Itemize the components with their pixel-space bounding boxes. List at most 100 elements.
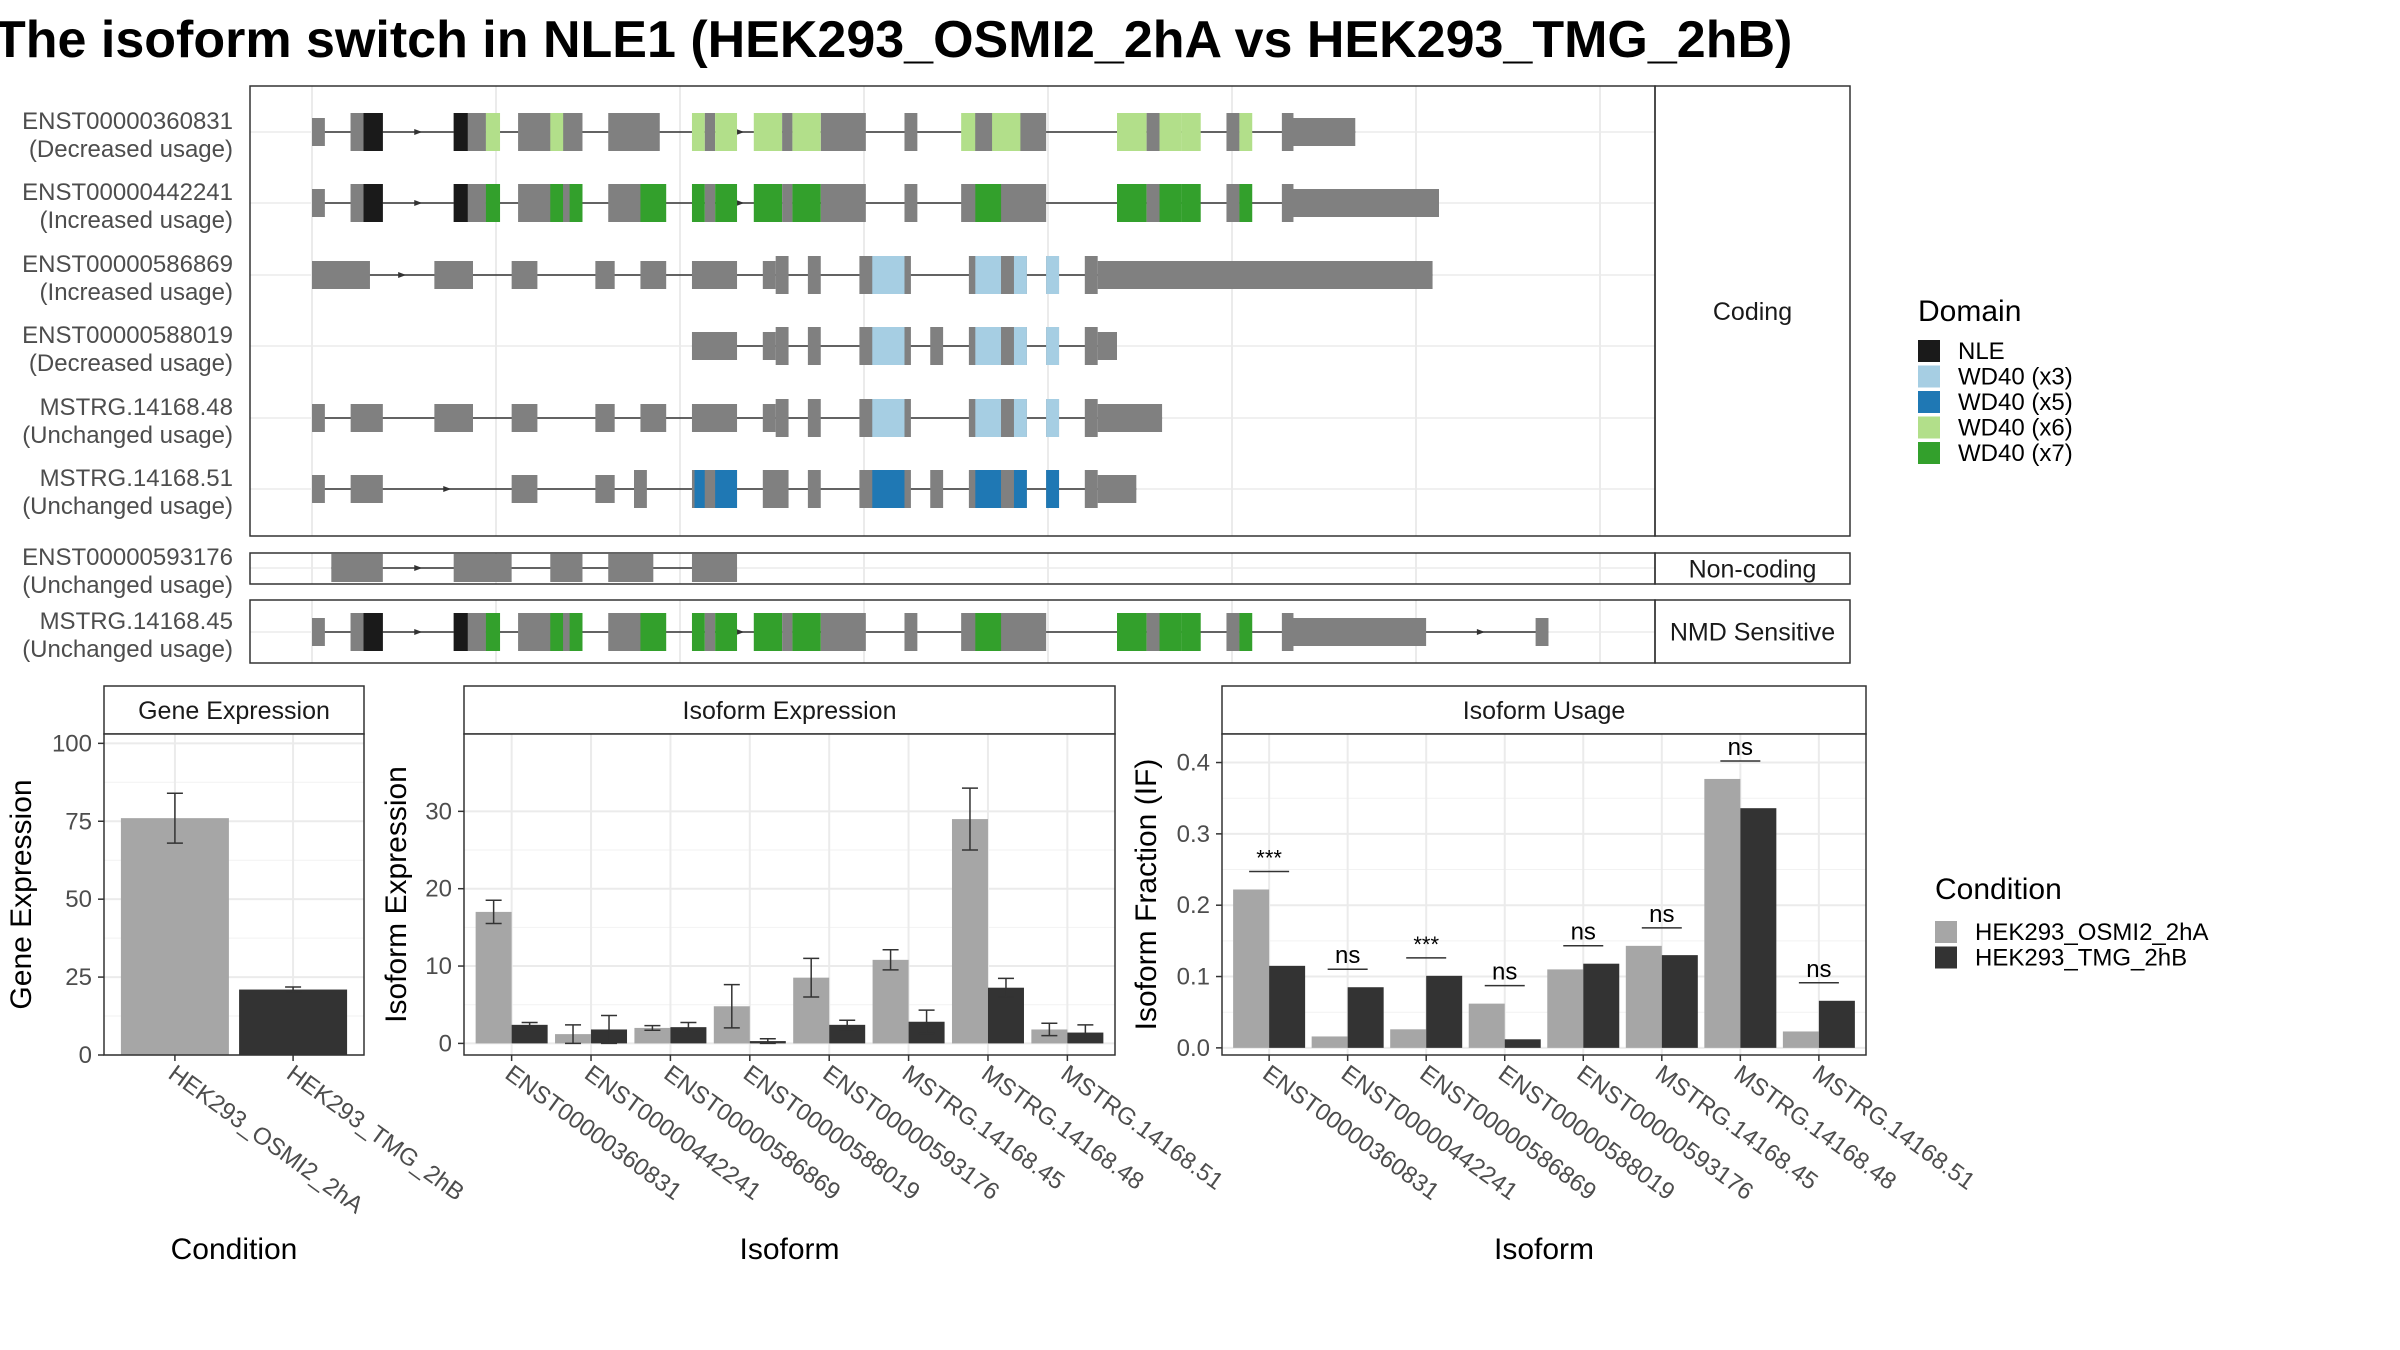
domain-segment [1046,399,1060,437]
error-bar [759,1038,776,1045]
exon-block [820,613,866,651]
bar-enst00000588019-hek293-osmi2-2ha [1468,1003,1505,1048]
exon-block [762,404,776,432]
domain-segment [1046,327,1060,365]
domain-segment [792,613,821,651]
error-bar [680,1021,697,1033]
exon-block [775,256,789,294]
bar-enst00000586869-hek293-tmg-2hb [1426,975,1463,1048]
x-tick-label: HEK293_OSMI2_2hA [163,1060,368,1219]
intron-arrow [414,129,423,135]
significance-label: *** [1413,932,1439,957]
domain-segment [467,184,486,222]
x-axis-title: Isoform [1494,1233,1594,1266]
domain-segment [485,184,501,222]
exon-block [350,404,383,432]
domain-segment [563,613,570,651]
domain-segment [1013,470,1027,508]
exon-block [820,184,866,222]
panel-title-strip [1221,685,1867,735]
domain-segment [550,113,564,151]
intron-arrow [414,565,423,571]
exon-block [511,404,538,432]
category-strip-label: Non-coding [1689,556,1817,584]
error-bar [1041,1022,1058,1037]
exon-block [1097,332,1117,360]
domain-segment [782,184,793,222]
domain-segment [975,613,1002,651]
domain-segment [569,613,583,651]
exon-block [595,261,615,289]
domain-segment [453,613,468,651]
domain-segment [640,184,667,222]
domain-segment [363,113,383,151]
domain-legend-label-wd40-x6: WD40 (x6) [1958,415,2073,442]
exon-block [691,261,738,289]
exon-block [595,404,615,432]
bar-enst00000360831-hek293-osmi2-2ha [1233,889,1270,1048]
domain-segment [350,184,364,222]
y-tick-label: 0 [439,1030,452,1057]
domain-segment [704,113,716,151]
domain-segment [1239,113,1253,151]
significance-label: ns [1728,734,1753,761]
transcript-usage-label: (Unchanged usage) [22,636,233,663]
significance-label: ns [1335,942,1360,969]
exon-block [312,404,325,432]
bar-enst00000360831-hek293-osmi2-2ha [475,911,512,1044]
domain-segment [691,113,705,151]
exon-block [762,261,776,289]
intron-arrow [736,129,745,135]
intron-arrow [443,486,452,492]
domain-segment [691,184,705,222]
domain-segment [1159,184,1182,222]
exon-block [350,475,383,503]
exon-block [807,470,821,508]
exon-block [775,399,789,437]
intron-arrow [1476,629,1485,635]
x-axis-title: Condition [171,1233,298,1266]
category-strip-label: NMD Sensitive [1670,619,1835,647]
error-bar [882,949,899,971]
exon-block [807,327,821,365]
bar-mstrg-14168-51-hek293-osmi2-2ha [1782,1031,1819,1048]
domain-segment [715,613,738,651]
domain-segment [563,184,570,222]
domain-segment [485,613,501,651]
domain-segment [975,256,1002,294]
domain-legend-label-wd40-x5: WD40 (x5) [1958,389,2073,416]
condition-legend-title: Condition [1935,873,2062,906]
transcript-id-label: MSTRG.14168.45 [40,608,233,635]
domain-segment [715,113,738,151]
domain-segment [961,113,976,151]
exon-block [595,475,615,503]
bar-hek293-osmi2-2ha-single [120,818,229,1055]
panel-title: Gene Expression [138,697,330,725]
exon-block [634,470,647,508]
bar-mstrg-14168-45-hek293-osmi2-2ha [872,959,909,1044]
domain-segment [350,113,364,151]
exon-block [807,256,821,294]
exon-block [807,399,821,437]
domain-segment [1226,113,1240,151]
error-bar [601,1014,618,1045]
plot-border [463,733,1116,1056]
domain-segment [1146,113,1160,151]
bar-enst00000442241-hek293-osmi2-2ha [1311,1036,1348,1048]
domain-segment [1239,184,1253,222]
domain-segment [1181,184,1201,222]
figure-title: The isoform switch in NLE1 (HEK293_OSMI2… [0,11,1792,69]
domain-segment [1001,256,1014,294]
bar-mstrg-14168-51-hek293-tmg-2hb [1818,1000,1855,1048]
domain-segment [694,470,705,508]
domain-segment [792,113,821,151]
exon-block [608,113,660,151]
y-tick-label: 75 [65,808,92,835]
domain-segment [975,327,1002,365]
exon-block [1535,618,1549,646]
domain-segment [1281,184,1294,222]
domain-segment [1001,399,1014,437]
exon-block [691,332,738,360]
transcript-enst00000588019: ENST00000588019(Decreased usage) [22,322,1117,377]
domain-legend-title: Domain [1918,295,2021,328]
